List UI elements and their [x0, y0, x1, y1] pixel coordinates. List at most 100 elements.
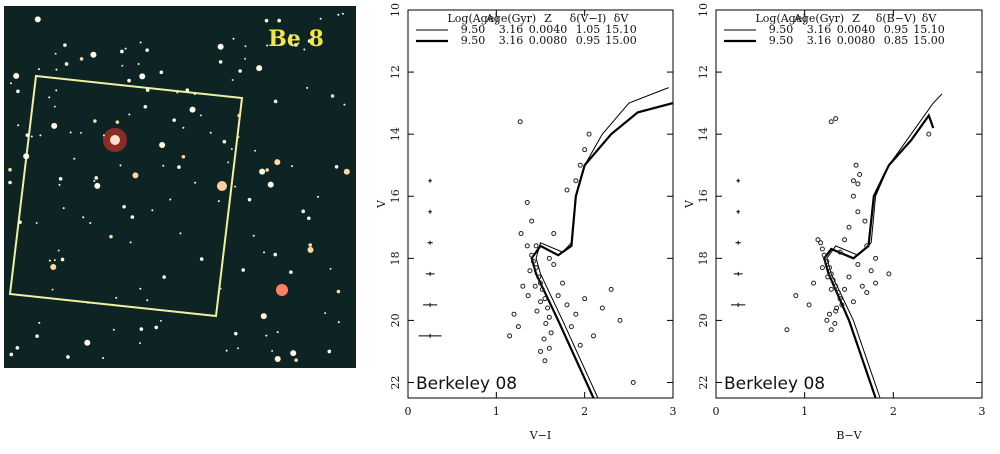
legend-cell: 3.16 — [807, 23, 832, 36]
star-point — [855, 209, 861, 215]
star-point — [828, 327, 834, 333]
star — [303, 48, 306, 51]
star-point — [828, 286, 834, 292]
star-point — [864, 243, 870, 249]
star-point — [573, 178, 579, 184]
x-tick-label: 3 — [670, 405, 677, 418]
star — [181, 154, 186, 159]
star — [151, 209, 154, 212]
plot-frame — [407, 9, 674, 399]
star — [290, 350, 297, 357]
star — [209, 131, 212, 134]
star-point — [842, 237, 848, 243]
star — [264, 18, 269, 23]
star — [51, 288, 54, 291]
star-point — [862, 218, 868, 224]
star — [334, 164, 339, 169]
star — [109, 234, 113, 239]
star — [18, 220, 22, 224]
star — [130, 215, 135, 219]
star — [53, 105, 56, 108]
star-point — [833, 308, 839, 314]
image-label: Be 8 — [268, 26, 324, 52]
star — [79, 131, 82, 134]
star — [143, 105, 148, 109]
star-point — [524, 199, 530, 205]
star — [182, 126, 185, 129]
star-point — [582, 296, 588, 302]
star-field-image: Be 8 — [4, 6, 356, 368]
legend-header: Age(Gyr) — [793, 12, 844, 25]
star-point — [784, 327, 790, 333]
star — [266, 44, 269, 47]
x-axis-label: B−V — [836, 429, 862, 442]
y-tick-label: 10 — [389, 3, 402, 17]
star — [219, 287, 222, 290]
star — [58, 183, 61, 186]
x-axis-label: V−I — [529, 429, 552, 442]
star — [137, 63, 140, 66]
star — [193, 93, 196, 96]
star-point — [617, 317, 623, 323]
star-point — [568, 324, 574, 330]
star — [159, 319, 162, 322]
legend-cell: 1.05 — [576, 23, 601, 36]
star-point — [538, 280, 543, 286]
star — [146, 299, 149, 302]
legend-cell: 15.10 — [913, 23, 945, 36]
legend-header: Age(Gyr) — [485, 12, 536, 25]
y-tick-label: 16 — [697, 189, 710, 203]
star-point — [577, 162, 583, 168]
star-point — [542, 358, 548, 364]
star — [63, 43, 67, 47]
y-tick-label: 10 — [697, 3, 710, 17]
star — [217, 43, 224, 50]
star-point — [560, 280, 566, 286]
star — [50, 263, 57, 270]
star — [55, 89, 58, 92]
star — [194, 181, 197, 184]
star-point — [534, 308, 540, 314]
y-tick-label: 12 — [389, 65, 402, 79]
star — [87, 301, 90, 304]
star — [277, 18, 281, 23]
star-point — [524, 243, 530, 249]
star — [337, 321, 340, 324]
star — [294, 43, 298, 47]
star — [159, 142, 166, 149]
error-bar — [428, 209, 432, 214]
star — [162, 164, 165, 167]
legend-header: δV — [922, 12, 938, 25]
legend-header: Z — [852, 12, 860, 25]
error-bar — [735, 240, 741, 245]
star — [232, 37, 235, 40]
star — [102, 134, 105, 137]
error-bar — [736, 178, 740, 183]
star — [307, 39, 312, 43]
x-tick-label: 3 — [979, 405, 986, 418]
star — [271, 349, 274, 352]
star — [39, 134, 42, 137]
isochrone — [826, 93, 943, 399]
y-tick-label: 20 — [389, 313, 402, 327]
star-point — [630, 379, 636, 385]
star — [73, 157, 76, 160]
star — [308, 243, 313, 247]
legend-cell: 15.10 — [605, 23, 637, 36]
star-point — [533, 243, 539, 249]
star — [217, 200, 220, 203]
star-point — [582, 147, 588, 153]
star — [289, 270, 293, 274]
star — [233, 331, 238, 336]
star-point — [850, 193, 856, 199]
plot-frame — [715, 9, 983, 399]
star — [274, 355, 281, 362]
star-point — [830, 277, 836, 283]
star — [252, 234, 255, 237]
star — [35, 334, 39, 338]
star-point — [529, 218, 535, 224]
star — [51, 122, 58, 129]
star — [265, 334, 268, 337]
star — [55, 68, 58, 71]
star-point — [551, 230, 557, 236]
